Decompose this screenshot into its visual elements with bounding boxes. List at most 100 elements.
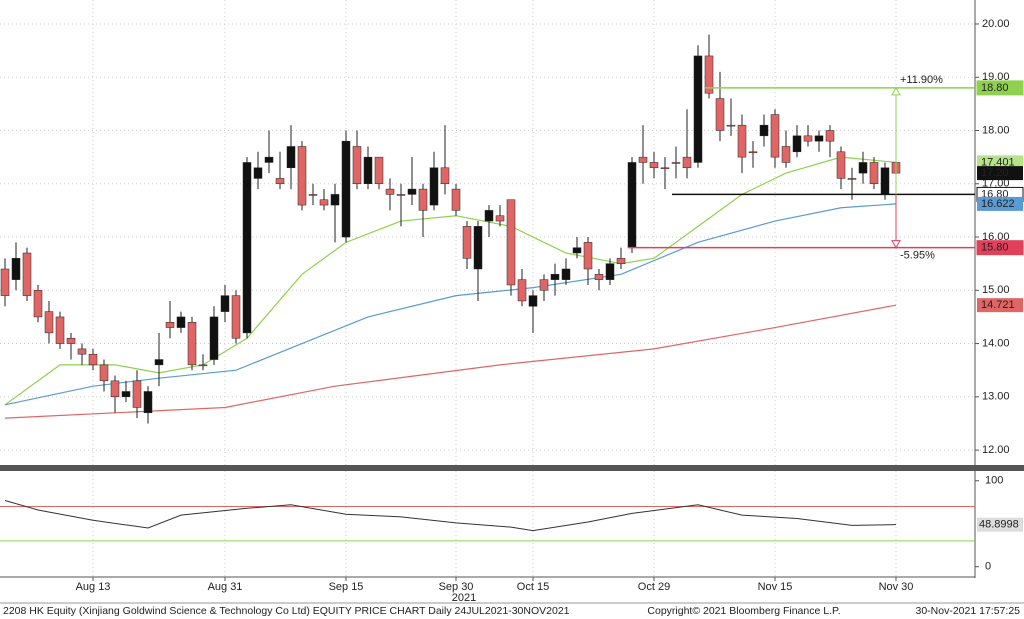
y-tick-label: 19.00: [982, 71, 1010, 83]
candle-body: [869, 162, 879, 185]
level-tag: [976, 240, 1024, 256]
candle-body: [286, 146, 296, 169]
x-tick-label: Aug 13: [76, 581, 111, 593]
candle-body: [22, 252, 32, 296]
candle-body: [99, 364, 109, 382]
value-tag: [977, 298, 1023, 313]
candle-body: [462, 226, 472, 259]
candle-body: [407, 188, 417, 195]
candle-body: [506, 199, 516, 286]
value-tag-label: 17.401: [981, 156, 1015, 168]
footer-right: 30-Nov-2021 17:57:25: [916, 605, 1021, 617]
x-tick-label: Oct 15: [517, 581, 549, 593]
candle-body: [748, 151, 758, 154]
candle-body: [517, 279, 527, 302]
y-tick-label: 12.00: [982, 444, 1010, 456]
candle-body: [319, 199, 329, 206]
candle-body: [880, 167, 890, 195]
candle-body: [682, 156, 692, 169]
candle-body: [88, 353, 98, 366]
candle-body: [33, 290, 43, 318]
candle-body: [429, 167, 439, 206]
x-tick-label: Nov 30: [879, 581, 914, 593]
candle-body: [792, 135, 802, 153]
rsi-tag: [977, 517, 1023, 532]
candle-body: [583, 242, 593, 270]
x-tick-label: Aug 31: [208, 581, 243, 593]
candle-body: [825, 130, 835, 142]
candle-body: [770, 114, 780, 158]
y-tick-label: 17.00: [982, 178, 1010, 190]
y-tick-label: 16.00: [982, 231, 1010, 243]
value-tag: [977, 155, 1023, 170]
y-tick-label: 18.00: [982, 124, 1010, 136]
y-tick-label: 15.00: [982, 284, 1010, 296]
candle-body: [374, 156, 384, 185]
candle-body: [715, 98, 725, 131]
rsi-tick-label: 0: [985, 561, 991, 573]
candle-body: [704, 55, 714, 94]
candle-body: [484, 210, 494, 222]
candle-body: [176, 316, 186, 328]
candle-body: [418, 188, 428, 211]
footer-center: Copyright© 2021 Bloomberg Finance L.P.: [647, 605, 840, 617]
candle-body: [154, 359, 164, 366]
x-tick-label: Sep 15: [329, 581, 364, 593]
candle-body: [44, 311, 54, 334]
candle-body: [803, 135, 813, 142]
arrow-head: [891, 86, 901, 96]
candle-body: [649, 162, 659, 169]
candle-body: [66, 337, 76, 344]
annotation: +11.90%: [900, 74, 943, 86]
candle-body: [495, 215, 505, 222]
y-tick-label: 20.00: [982, 18, 1010, 30]
candle-body: [209, 316, 219, 360]
candle-body: [363, 156, 373, 185]
candle-body: [539, 279, 549, 291]
candle-body: [572, 247, 582, 254]
candle-body: [165, 322, 175, 328]
candle-body: [330, 194, 340, 206]
x-tick-label: Oct 29: [638, 581, 670, 593]
value-tag: [977, 166, 1023, 181]
candle-body: [264, 156, 274, 163]
candle-body: [594, 274, 604, 280]
candle-body: [440, 167, 450, 185]
annotation: -5.95%: [900, 250, 935, 262]
candle-body: [110, 380, 120, 398]
candle-body: [814, 135, 824, 142]
panel-separator: [0, 465, 1024, 471]
candle-body: [781, 146, 791, 163]
candle-body: [198, 364, 208, 367]
candle-body: [352, 146, 362, 185]
candle-body: [275, 178, 285, 185]
y-tick-label: 13.00: [982, 391, 1010, 403]
candle-body: [858, 162, 868, 174]
value-tag-label: 16.622: [981, 198, 1015, 210]
candle-body: [451, 188, 461, 211]
y-tick-label: 14.00: [982, 337, 1010, 349]
candle-body: [737, 124, 747, 158]
candle-body: [11, 258, 21, 280]
candle-body: [627, 162, 637, 248]
value-tag-label: 17.20: [981, 167, 1009, 179]
candle-body: [231, 295, 241, 339]
candle-body: [341, 140, 351, 238]
candle-body: [253, 167, 263, 179]
candle-body: [847, 178, 857, 180]
x-tick-label: Nov 15: [758, 581, 793, 593]
rsi-line: [4, 500, 897, 532]
rsi-tag-label: 48.8998: [979, 519, 1019, 531]
level-tag-label: 15.80: [981, 242, 1009, 254]
moving-average: [4, 304, 897, 419]
candle-body: [396, 194, 406, 196]
arrow-head: [891, 240, 901, 249]
candle-body: [187, 322, 197, 366]
candle-body: [561, 268, 571, 280]
candle-body: [242, 162, 252, 334]
candle-body: [693, 55, 703, 163]
candle-body: [0, 268, 10, 296]
candle-body: [473, 226, 483, 270]
candle-body: [550, 274, 560, 280]
